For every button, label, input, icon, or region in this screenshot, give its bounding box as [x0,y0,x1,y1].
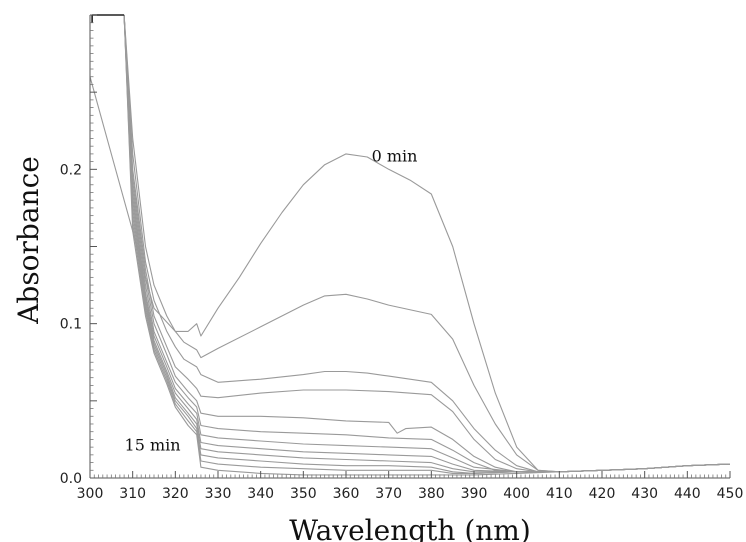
y-axis-title: Absorbance [12,156,45,325]
series-line-7 [123,14,731,473]
x-tick-label: 360 [333,486,360,502]
x-tick-label: 350 [290,486,317,502]
series-line-8 [123,14,731,473]
labels-layer: 300 310 320 330 340 350 360 370 380 390 400 410 420 4… [60,162,744,502]
x-tick-label: 370 [375,486,402,502]
x-tick-label: 430 [631,486,658,502]
series-line-11 [123,14,731,476]
x-tick-label: 380 [418,486,445,502]
series-line-5 [123,14,731,473]
x-tick-label: 390 [461,486,488,502]
series-layer [89,14,731,476]
x-tick-label: 400 [503,486,530,502]
x-tick-label: 420 [589,486,616,502]
x-tick-label: 410 [546,486,573,502]
annotation-0-min: 0 min [372,147,418,166]
x-tick-label: 310 [119,486,146,502]
y-tick-label: 0.0 [60,471,82,487]
x-tick-label: 330 [205,486,232,502]
series-line-9 [123,14,731,474]
y-tick-label: 0.1 [60,317,82,333]
x-tick-label: 340 [247,486,274,502]
axes-layer [89,14,731,479]
series-line-0 [89,76,731,473]
series-line-2 [123,14,731,473]
y-tick-label: 0.2 [60,162,82,178]
annotation-15-min: 15 min [125,436,181,455]
x-tick-label: 320 [162,486,189,502]
series-line-4 [123,14,731,473]
saturation-cap [91,14,125,23]
series-line-3 [123,14,731,473]
series-line-10 [123,14,731,474]
x-tick-label: 440 [674,486,701,502]
x-tick-label: 450 [717,486,744,502]
series-line-1 [123,14,731,473]
x-tick-label: 300 [77,486,104,502]
x-axis-title: Wavelength (nm) [289,514,531,542]
series-line-6 [123,14,731,473]
